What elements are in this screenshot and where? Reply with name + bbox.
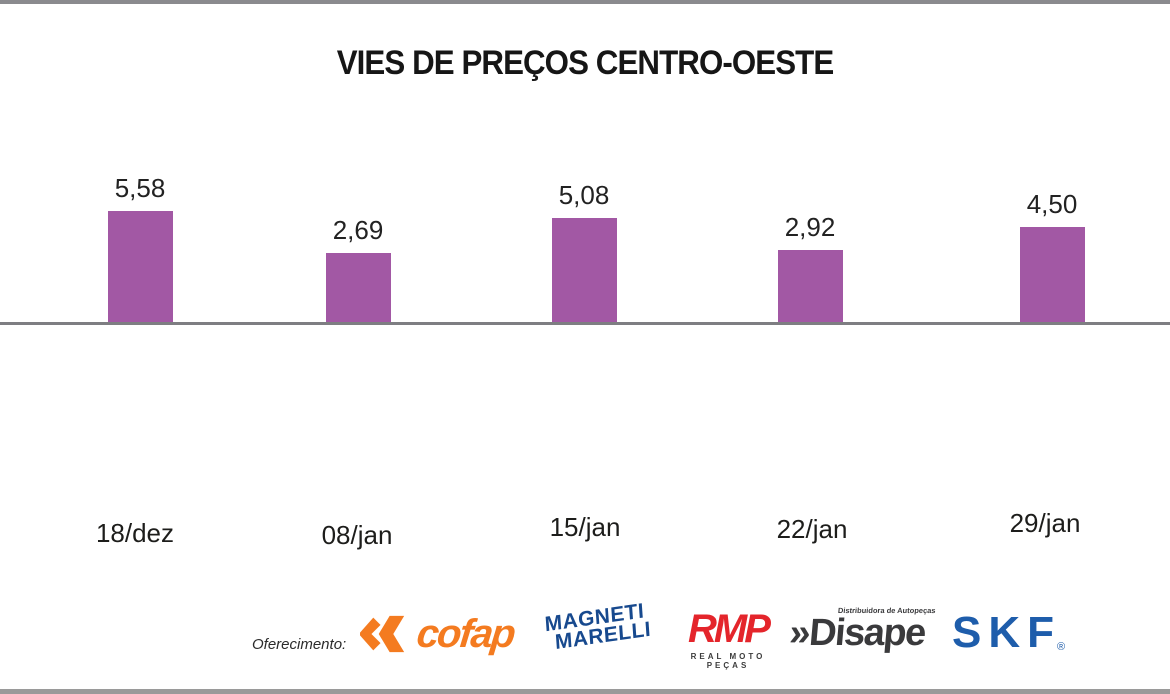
bar-value-label: 5,58 bbox=[114, 173, 166, 203]
presented-by-label: Oferecimento: bbox=[252, 636, 347, 653]
top-border bbox=[0, 0, 1170, 4]
disape-logo: Distribuidora de Autopeças »Disape bbox=[788, 606, 942, 654]
bar bbox=[551, 218, 617, 322]
registered-mark-icon: ® bbox=[1057, 641, 1066, 653]
cofap-wordmark: cofap bbox=[414, 612, 516, 656]
x-tick-22jan: 22/jan bbox=[776, 514, 848, 544]
bar-group-15jan: 5,08 bbox=[504, 180, 664, 322]
cofap-arrows-icon bbox=[360, 615, 405, 653]
rmp-tagline: REAL MOTO PEÇAS bbox=[690, 652, 766, 670]
cofap-logo: cofap bbox=[360, 612, 516, 656]
bar-value-label: 2,69 bbox=[332, 215, 384, 245]
magneti-marelli-logo: MAGNETI MARELLI bbox=[544, 599, 652, 654]
bar-value-label: 4,50 bbox=[1026, 189, 1078, 219]
bar bbox=[777, 250, 843, 322]
rmp-wordmark: RMP bbox=[688, 607, 771, 651]
x-tick-18dez: 18/dez bbox=[95, 518, 175, 548]
x-axis-line bbox=[0, 322, 1170, 325]
bar bbox=[325, 253, 391, 322]
bar-value-label: 2,92 bbox=[784, 212, 836, 242]
chart-title: VIES DE PREÇOS CENTRO-OESTE bbox=[336, 44, 835, 82]
disape-name: Disape bbox=[807, 612, 927, 654]
bar-group-18dez: 5,58 bbox=[60, 173, 220, 322]
bottom-border bbox=[0, 689, 1170, 694]
disape-wordmark: »Disape bbox=[788, 612, 941, 654]
rmp-logo: RMP REAL MOTO PEÇAS bbox=[673, 607, 783, 670]
bar-value-label: 5,08 bbox=[558, 180, 610, 210]
x-tick-29jan: 29/jan bbox=[1009, 508, 1081, 538]
bar bbox=[107, 211, 173, 322]
bar-group-22jan: 2,92 bbox=[730, 212, 890, 322]
x-tick-08jan: 08/jan bbox=[321, 520, 393, 550]
bar-group-08jan: 2,69 bbox=[278, 215, 438, 322]
x-tick-15jan: 15/jan bbox=[549, 512, 621, 542]
skf-wordmark: SKF bbox=[952, 608, 1061, 657]
bar bbox=[1019, 227, 1085, 322]
skf-logo: SKF ® bbox=[952, 608, 1066, 657]
bar-group-29jan: 4,50 bbox=[972, 189, 1132, 322]
